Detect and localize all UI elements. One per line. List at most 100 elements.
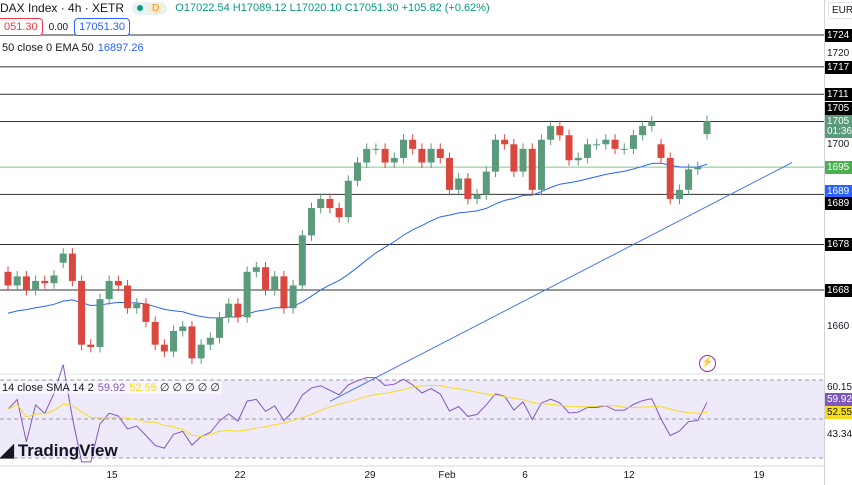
candle	[344, 180, 352, 218]
candle	[4, 271, 12, 286]
candle	[317, 198, 325, 209]
candle	[510, 144, 518, 172]
candle	[170, 331, 178, 352]
rsi-axis-label: 43.34	[827, 429, 852, 440]
candle	[124, 285, 132, 309]
candle	[620, 148, 628, 150]
candle	[234, 303, 242, 318]
spread: 0.00	[48, 21, 69, 33]
candle	[188, 326, 196, 359]
ema-value: 16897.26	[97, 42, 144, 54]
candle	[252, 267, 260, 272]
price-label: 1689	[825, 197, 852, 211]
candle	[409, 139, 417, 149]
candle	[179, 326, 187, 332]
sell-button[interactable]: 051.30	[0, 18, 43, 36]
price-label: 1678	[825, 238, 852, 252]
time-axis-label: 29	[364, 470, 376, 481]
candle	[593, 144, 601, 146]
currency-label[interactable]: EUR	[828, 2, 852, 19]
price-label: 1700	[827, 139, 850, 151]
symbol-title[interactable]: DAX Index · 4h · XETR	[0, 1, 125, 15]
candle	[32, 280, 40, 291]
lightning-icon[interactable]: ⚡	[699, 355, 716, 372]
market-open-dot	[137, 5, 144, 11]
candle	[703, 121, 711, 135]
candle	[298, 235, 306, 286]
candle	[354, 162, 361, 181]
candle	[59, 253, 67, 263]
candle	[206, 337, 214, 345]
price-label: 01:36	[825, 124, 852, 138]
candle	[519, 148, 527, 172]
candle	[381, 148, 389, 163]
ohlc-values: O17022.54 H17089.12 L17020.10 C17051.30 …	[175, 2, 490, 14]
price-label: 1717	[825, 60, 852, 74]
price-label: 1724	[825, 29, 852, 42]
candle	[611, 139, 619, 149]
candle	[427, 148, 435, 163]
rsi-axis-label: 52.55	[825, 406, 852, 419]
candle	[491, 139, 499, 172]
candle	[547, 126, 555, 140]
candle	[556, 126, 564, 136]
candle	[96, 299, 104, 347]
buy-button[interactable]: 17051.30	[74, 18, 131, 36]
price-label: 1689	[825, 185, 852, 199]
candle	[694, 167, 702, 170]
price-label: 1711	[825, 88, 852, 102]
candle	[445, 157, 453, 190]
candle	[639, 126, 647, 136]
time-axis-label: 12	[623, 470, 635, 481]
candle	[473, 194, 481, 199]
candle	[326, 198, 334, 209]
candle	[142, 303, 150, 322]
candle	[565, 135, 573, 161]
candle	[482, 171, 490, 195]
candle	[160, 344, 168, 352]
time-axis-label: 19	[753, 470, 765, 481]
candle	[13, 276, 21, 286]
rsi-sma-line	[7, 384, 708, 438]
symbol-header: DAX Index · 4h · XETR D O17022.54 H17089…	[0, 0, 490, 16]
candle	[41, 280, 49, 284]
candle	[455, 178, 463, 190]
candle	[418, 148, 426, 163]
delay-badge: D	[149, 2, 163, 14]
candle	[685, 169, 693, 190]
price-label: 1695	[825, 161, 852, 175]
candle	[262, 267, 270, 291]
candle	[390, 157, 398, 163]
ema-legend[interactable]: 50 close 0 EMA 50 16897.26	[2, 42, 144, 54]
rsi-legend[interactable]: 14 close SMA 14 2 59.92 52.55 ∅ ∅ ∅ ∅ ∅	[0, 381, 223, 394]
candle	[216, 317, 224, 338]
candle	[528, 148, 536, 190]
price-label: 1668	[825, 284, 852, 298]
candle	[271, 276, 279, 291]
price-chart[interactable]	[0, 0, 824, 485]
candle	[602, 139, 610, 145]
candle	[574, 157, 582, 161]
candle	[280, 276, 288, 309]
candle	[225, 303, 233, 318]
candle	[666, 157, 674, 199]
candle	[22, 276, 30, 291]
rsi-axis-label: 60.15	[827, 382, 852, 393]
candle	[114, 280, 122, 286]
candle	[87, 344, 95, 347]
candle	[372, 148, 380, 150]
price-label: 1660	[827, 321, 850, 333]
time-axis-label: 6	[522, 470, 528, 481]
candle	[399, 139, 407, 158]
candle	[501, 139, 509, 145]
candle	[151, 321, 159, 345]
candle	[133, 303, 141, 309]
rsi-axis-label: 59.92	[825, 393, 852, 406]
candle	[78, 280, 86, 345]
candle	[308, 208, 316, 236]
candle	[629, 135, 637, 149]
trade-buttons: 051.30 0.00 17051.30	[0, 18, 131, 36]
candle	[243, 271, 251, 318]
candle	[68, 253, 76, 281]
candle	[50, 275, 58, 284]
